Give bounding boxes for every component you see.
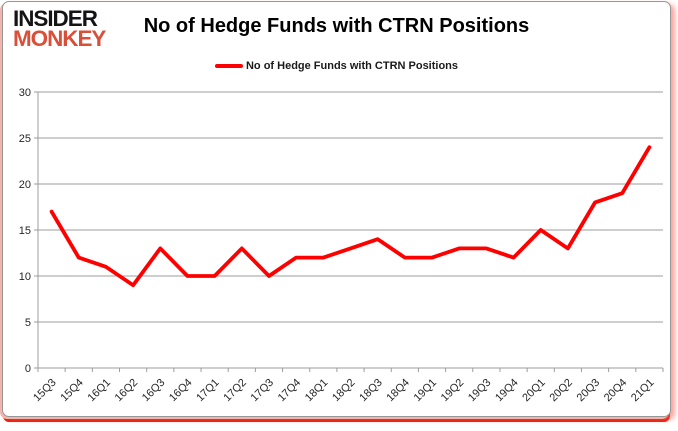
chart-title: No of Hedge Funds with CTRN Positions: [143, 15, 530, 37]
x-tick-label: 17Q2: [221, 377, 249, 405]
x-tick-label: 15Q3: [31, 377, 59, 405]
x-tick-label: 21Q1: [629, 377, 657, 405]
x-tick-label: 17Q1: [194, 377, 222, 405]
y-tick-label: 20: [19, 179, 31, 191]
legend: No of Hedge Funds with CTRN Positions: [3, 60, 670, 72]
insider-monkey-logo: INSIDER MONKEY: [13, 6, 106, 52]
x-tick-label: 19Q4: [493, 377, 521, 405]
x-tick-label: 20Q2: [547, 377, 575, 405]
x-tick-label: 20Q1: [520, 377, 548, 405]
chart-svg: 0 5 10 15 20 25 30 15Q3 15Q4 16Q1 16Q2 16Q3 16Q4 17Q1…: [19, 87, 664, 405]
x-tick-label: 20Q4: [602, 377, 630, 405]
x-tick-label: 19Q1: [412, 377, 440, 405]
x-tick-label: 16Q1: [86, 377, 114, 405]
logo-text-insider: INSIDER: [13, 6, 98, 31]
logo-text-monkey: MONKEY: [13, 26, 106, 52]
y-tick-label: 0: [25, 363, 31, 375]
x-tick-label: 20Q3: [575, 377, 603, 405]
x-tick-label: 18Q2: [330, 377, 358, 405]
y-tick-label: 5: [25, 317, 31, 329]
x-tick-label: 19Q3: [466, 377, 494, 405]
x-tick-label: 17Q4: [276, 377, 304, 405]
x-tick-label: 18Q3: [357, 377, 385, 405]
x-tick-label: 16Q2: [113, 377, 141, 405]
x-tick-label: 17Q3: [249, 377, 277, 405]
chart-card: INSIDER MONKEY No of Hedge Funds with CT…: [2, 1, 671, 417]
y-tick-label: 30: [19, 87, 31, 99]
legend-label: No of Hedge Funds with CTRN Positions: [245, 60, 459, 72]
y-tick-label: 10: [19, 271, 31, 283]
x-tick-label: 16Q3: [140, 377, 168, 405]
x-tick-label: 18Q4: [384, 377, 412, 405]
x-tick-label: 19Q2: [439, 377, 467, 405]
series-line: [49, 145, 652, 288]
x-tick-label: 16Q4: [167, 377, 195, 405]
x-tick-label: 15Q4: [58, 377, 86, 405]
y-tick-label: 15: [19, 225, 31, 237]
y-tick-label: 25: [19, 133, 31, 145]
legend-line-swatch: [214, 64, 243, 68]
x-tick-label: 18Q1: [303, 377, 331, 405]
